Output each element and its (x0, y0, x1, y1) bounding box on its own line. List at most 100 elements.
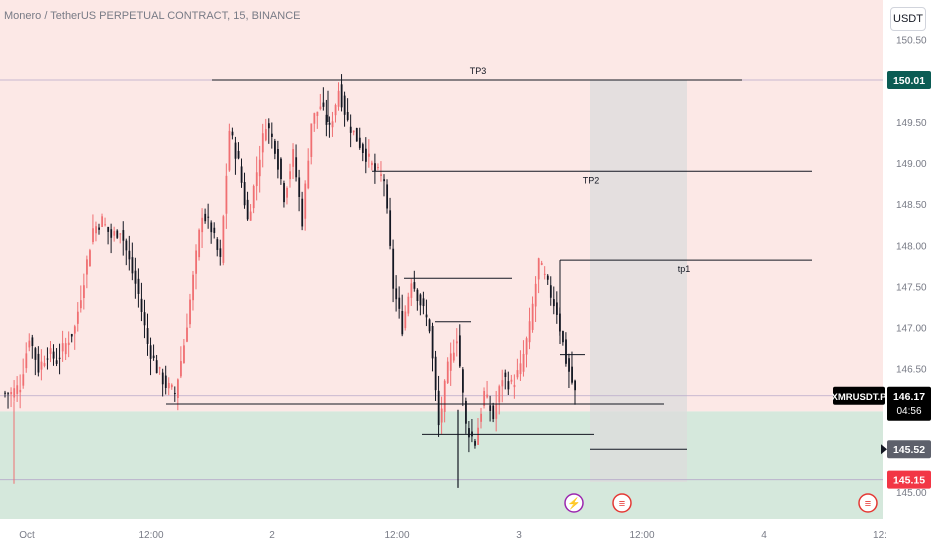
candle-body (4, 392, 6, 394)
flag-icon-2[interactable] (858, 493, 878, 513)
candle-body (137, 278, 140, 294)
currency-button[interactable]: USDT (890, 7, 926, 31)
candle-body (337, 90, 340, 107)
candle-body (76, 311, 79, 324)
candle-body (213, 227, 216, 233)
tp3-price-badge (887, 71, 931, 89)
candle-body (531, 303, 534, 330)
y-tick-label: 149.50 (896, 118, 927, 129)
candle-body (377, 167, 379, 169)
candle-body (358, 137, 361, 148)
candle-body (216, 239, 219, 250)
candle-body (307, 160, 310, 189)
flag-icon[interactable] (612, 493, 632, 513)
y-tick-label: 147.50 (896, 282, 927, 293)
candle-body (25, 353, 28, 369)
candle-body (186, 327, 188, 342)
candle-body (43, 363, 46, 366)
x-axis: Oct 12:00 2 12:00 3 12:00 4 12: (19, 530, 887, 541)
candle-body (155, 360, 158, 374)
candle-body (170, 384, 173, 388)
candle-body (340, 84, 343, 108)
candle-body (477, 427, 479, 445)
upper-zone (0, 0, 883, 412)
candle-body (64, 343, 67, 355)
candle-body (40, 361, 43, 370)
target-box (590, 80, 687, 482)
candle-body (428, 319, 431, 332)
candle-body (101, 216, 104, 227)
candle-body (37, 353, 40, 373)
candle-body (189, 299, 191, 325)
x-tick-label: 2 (269, 530, 275, 541)
candle-body (264, 129, 267, 141)
level-1-badge (887, 440, 931, 459)
candle-body (552, 299, 555, 307)
candle-body (498, 386, 501, 403)
candle-body (286, 187, 288, 198)
candle-body (240, 166, 243, 183)
candle-body (152, 355, 155, 359)
candle-body (173, 393, 176, 395)
candle-body (355, 127, 358, 142)
symbol-badge (833, 386, 885, 405)
candle-body (343, 95, 346, 115)
candle-body (234, 142, 237, 159)
last-price-badge (887, 386, 931, 421)
candle-body (219, 248, 222, 257)
candle-body (431, 326, 434, 359)
candle-body (58, 357, 61, 359)
candle-body (346, 111, 349, 120)
level-1-badge-text: 145.52 (893, 444, 925, 456)
y-tick-label: 148.00 (896, 241, 927, 252)
y-tick-label: 148.50 (896, 200, 927, 211)
candle-body (34, 348, 37, 360)
candle-body (380, 174, 382, 177)
candle-body (158, 367, 161, 369)
candle-body (198, 229, 201, 258)
candle-body (95, 226, 97, 234)
candle-body (556, 302, 558, 315)
candle-body (437, 390, 440, 426)
candle-body (46, 358, 49, 360)
event-icons[interactable]: ⚡ ≡ ≡ (564, 493, 878, 513)
candle-body (92, 228, 94, 243)
x-tick-label: 3 (516, 530, 522, 541)
candle-body (452, 352, 455, 361)
candle-body (55, 360, 58, 364)
candle-body (249, 211, 252, 221)
candle-body (79, 300, 82, 309)
candle-body (507, 381, 510, 390)
candle-body (410, 283, 413, 298)
candle-body (568, 358, 570, 372)
candle-body (331, 121, 334, 128)
candle-body (61, 343, 64, 352)
candle-body (122, 230, 125, 241)
candle-body (261, 133, 264, 153)
candle-body (195, 250, 198, 274)
candle-body (146, 328, 149, 344)
candle-body (455, 341, 458, 344)
flag-icon-2-glyph: ≡ (865, 498, 871, 510)
candles (4, 74, 576, 488)
candle-body (534, 283, 537, 307)
level-2-badge (887, 470, 931, 489)
candle-body (504, 372, 507, 377)
y-tick-label: 147.00 (896, 324, 927, 335)
candle-body (374, 163, 376, 172)
candle-body (295, 157, 298, 178)
candle-body (98, 227, 100, 230)
tp1-label: tp1 (678, 264, 691, 274)
lightning-icon[interactable] (564, 493, 584, 513)
candle-body (419, 294, 422, 306)
candle-body (322, 102, 325, 107)
candle-body (83, 285, 85, 299)
candle-body (404, 311, 407, 329)
candle-body (19, 389, 22, 393)
y-tick-label: 145.00 (896, 488, 927, 499)
x-tick-label: 12:00 (138, 530, 163, 541)
candle-body (280, 158, 282, 180)
candle-body (474, 440, 476, 446)
